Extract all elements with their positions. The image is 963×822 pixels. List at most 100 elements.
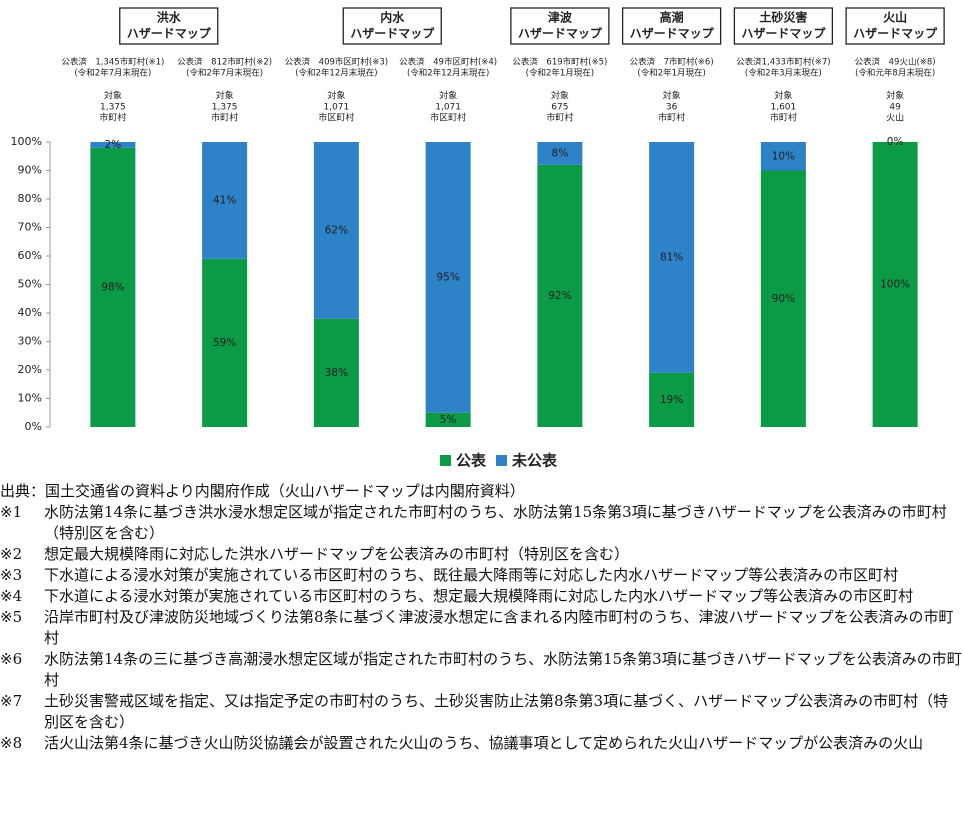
target-note: 市町村 — [658, 112, 685, 124]
bar-segment — [90, 147, 136, 427]
group-box — [119, 7, 219, 45]
note-mark: ※1 — [0, 503, 23, 521]
published-note: 公表済 409市区町村(※3) — [285, 57, 388, 68]
note: ※5 沿岸市町村及び津波防災地域づくり法第8条に基づく津波浸水想定に含まれる内陸市… — [0, 607, 963, 649]
group-label: ハザードマップ — [630, 26, 715, 41]
target-note: 市町村 — [770, 112, 797, 124]
target-note: 市町村 — [211, 112, 238, 124]
group-label: 内水 — [380, 10, 405, 25]
target-note: 対象 — [216, 90, 234, 102]
bar-segment — [537, 164, 583, 428]
target-note: 市区町村 — [318, 112, 354, 124]
bar-segment — [872, 142, 918, 427]
note: ※3 下水道による浸水対策が実施されている市区町村のうち、既往最大降雨等に対応した… — [0, 565, 963, 586]
published-note: (令和2年1月現在) — [637, 68, 705, 79]
bar-segment — [425, 142, 471, 413]
bar-segment — [649, 142, 695, 373]
published-note: (令和2年7月末現在) — [186, 68, 263, 79]
published-note: 公表済 49火山(※8) — [855, 57, 936, 68]
target-note: 対象 — [439, 90, 457, 102]
bar-segment — [649, 372, 695, 427]
published-note: 公表済 812市町村(※2) — [177, 57, 272, 68]
target-note: 対象 — [104, 90, 122, 102]
note-mark: ※4 — [0, 587, 23, 605]
published-note: (令和2年12月末現在) — [407, 68, 489, 79]
target-note: 対象 — [774, 90, 792, 102]
target-note: 市町村 — [99, 112, 126, 124]
target-note: 1,071 — [323, 103, 349, 113]
note-text: 下水道による浸水対策が実施されている市区町村のうち、既往最大降雨等に対応した内水… — [44, 566, 899, 584]
value-label: 19% — [660, 394, 683, 406]
note-mark: ※7 — [0, 692, 23, 710]
note: ※8 活火山法第4条に基づき火山防災協議会が設置された火山のうち、協議事項として定… — [0, 733, 963, 754]
target-note: 49 — [889, 103, 901, 113]
value-label: 100% — [880, 279, 910, 291]
bar-segment — [90, 142, 136, 148]
legend-swatch — [440, 455, 451, 466]
value-label: 0% — [887, 136, 904, 148]
group-label: ハザードマップ — [518, 26, 603, 41]
value-label: 90% — [772, 293, 795, 305]
target-note: 1,071 — [435, 103, 461, 113]
note-text: 下水道による浸水対策が実施されている市区町村のうち、想定最大規模降雨に対応した内… — [44, 587, 914, 605]
note-mark: ※3 — [0, 566, 23, 584]
group-label: ハザードマップ — [350, 26, 435, 41]
value-label: 38% — [325, 367, 348, 379]
bar-segment — [760, 170, 806, 427]
y-tick-label: 0% — [25, 420, 42, 433]
group-box — [621, 7, 722, 45]
group-box — [510, 7, 610, 45]
note: ※4 下水道による浸水対策が実施されている市区町村のうち、想定最大規模降雨に対応し… — [0, 586, 963, 607]
value-label: 81% — [660, 251, 683, 263]
notes: 出典：国土交通省の資料より内閣府作成（火山ハザードマップは内閣府資料） ※1 水防… — [0, 481, 963, 754]
target-note: 対象 — [663, 90, 681, 102]
value-label: 41% — [213, 194, 236, 206]
target-note: 対象 — [327, 90, 345, 102]
group-box — [342, 7, 442, 45]
target-note: 火山 — [886, 113, 904, 124]
value-label: 10% — [772, 150, 795, 162]
y-tick-label: 30% — [18, 335, 42, 348]
published-note: 公表済 1,345市町村(※1) — [61, 57, 164, 68]
bar-segment — [313, 142, 359, 319]
group-label: 火山 — [883, 10, 907, 25]
note-text: 水防法第14条に基づき洪水浸水想定区域が指定された市町村のうち、水防法第15条第… — [44, 503, 947, 542]
group-box — [733, 7, 834, 45]
group-label: 土砂災害 — [759, 10, 807, 25]
group-label: ハザードマップ — [127, 26, 212, 41]
value-label: 98% — [101, 281, 124, 293]
note: ※6 水防法第14条の三に基づき高潮浸水想定区域が指定された市町村のうち、水防法第… — [0, 649, 963, 691]
legend-swatch — [496, 455, 507, 466]
bar-segment — [537, 142, 583, 165]
group-label: 洪水 — [157, 10, 182, 25]
y-tick-label: 80% — [18, 192, 42, 205]
target-note: 市区町村 — [430, 112, 466, 124]
note-text: 水防法第14条の三に基づき高潮浸水想定区域が指定された市町村のうち、水防法第15… — [44, 650, 962, 689]
note-mark: ※2 — [0, 545, 23, 563]
note: ※1 水防法第14条に基づき洪水浸水想定区域が指定された市町村のうち、水防法第15… — [0, 502, 963, 544]
note-text: 沿岸市町村及び津波防災地域づくり法第8条に基づく津波浸水想定に含まれる内陸市町村… — [44, 608, 954, 647]
value-label: 5% — [440, 414, 457, 426]
y-tick-label: 50% — [18, 278, 42, 291]
bar-segment — [425, 412, 471, 427]
value-label: 2% — [105, 139, 122, 151]
chart: 0% 10% 20% 30% 40% 50% 60% 70% 80% 90% 100% 洪水ハザードマ… — [11, 7, 945, 470]
legend-label: 未公表 — [511, 452, 558, 470]
note-mark: ※8 — [0, 734, 23, 752]
value-label: 92% — [548, 290, 571, 302]
published-note: (令和元年8月末現在) — [855, 68, 935, 79]
published-note: (令和2年12月末現在) — [295, 68, 377, 79]
source: 出典：国土交通省の資料より内閣府作成（火山ハザードマップは内閣府資料） — [0, 482, 525, 500]
target-note: 1,375 — [212, 103, 238, 113]
note-mark: ※6 — [0, 650, 23, 668]
note-text: 土砂災害警戒区域を指定、又は指定予定の市町村のうち、土砂災害防止法第8条第3項に… — [44, 692, 949, 731]
target-note: 36 — [666, 103, 678, 113]
target-note: 675 — [551, 103, 568, 113]
target-note: 1,601 — [770, 103, 796, 113]
group-label: ハザードマップ — [741, 26, 826, 41]
y-tick-label: 10% — [18, 392, 42, 405]
published-note: (令和2年7月末現在) — [74, 68, 151, 79]
group-box — [845, 7, 945, 45]
note: ※2 想定最大規模降雨に対応した洪水ハザードマップを公表済みの市町村（特別区を含む… — [0, 544, 963, 565]
